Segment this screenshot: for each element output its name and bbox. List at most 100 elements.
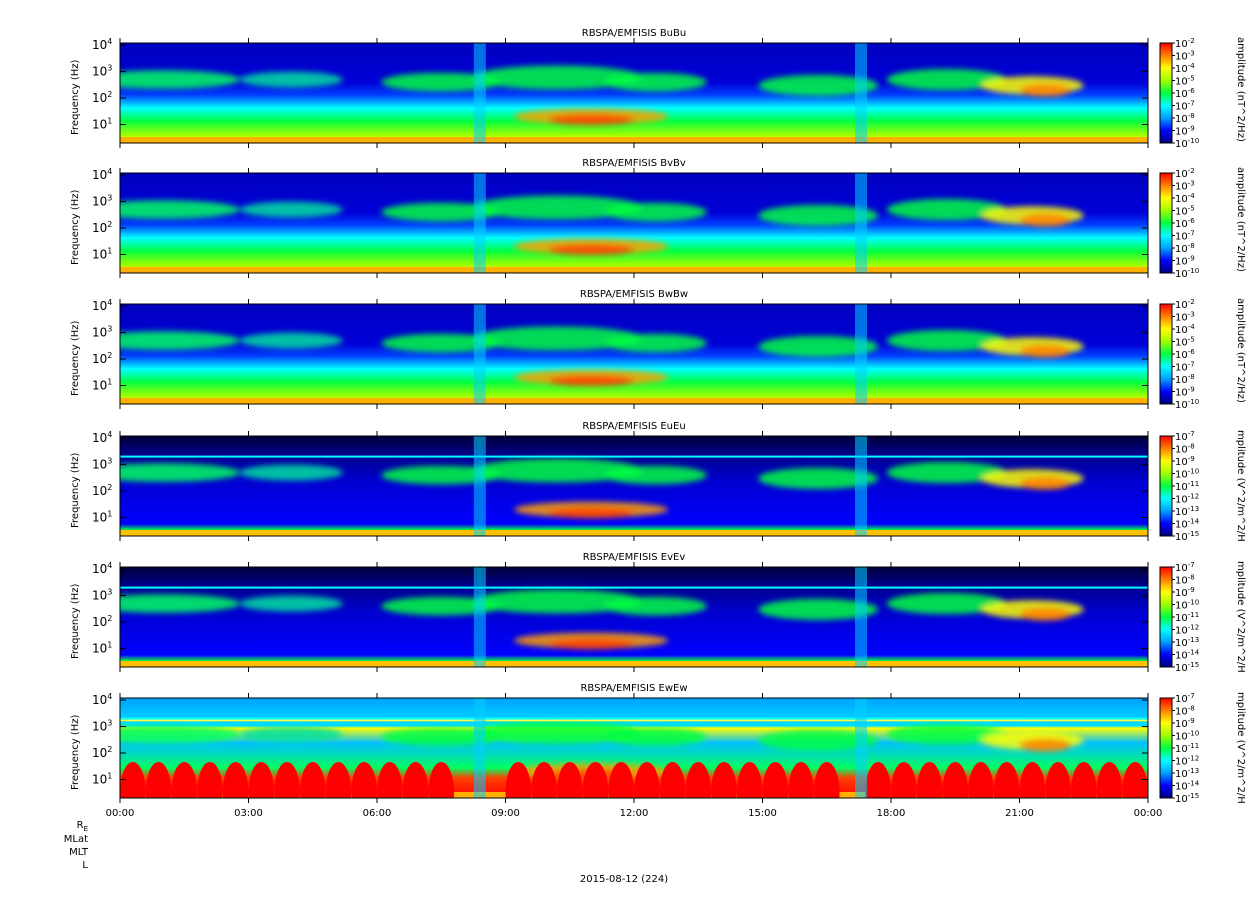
x-tick-label: 00:00 <box>1133 808 1163 819</box>
panel-title-2: RBSPA/EMFISIS BvBv <box>582 158 686 169</box>
emission-blob <box>120 463 240 482</box>
y-tick-label: 101 <box>92 377 112 392</box>
emission-blob <box>471 65 643 90</box>
colorbar-tick-label: 10-3 <box>1175 50 1195 63</box>
spectrogram-panel-4 <box>120 436 1148 536</box>
emission-blob <box>886 68 1007 91</box>
ew-lobe <box>659 762 686 798</box>
colorbar-tick-label: 10-7 <box>1175 100 1195 113</box>
x-tick-label: 06:00 <box>362 808 392 819</box>
ew-lobe <box>171 762 198 798</box>
colorbar-tick-label: 10-3 <box>1175 180 1195 193</box>
x-tick-label: 21:00 <box>1005 808 1034 819</box>
spectrogram-background <box>120 173 1148 273</box>
emission-blob <box>1019 738 1071 752</box>
ew-lobe <box>556 762 583 798</box>
colorbar-label-3: amplitude (nT^2/Hz) <box>1235 298 1246 403</box>
emission-blob <box>604 333 707 353</box>
low-frequency-band <box>120 661 1148 667</box>
emission-blob <box>604 596 707 616</box>
ew-lobe <box>711 762 737 798</box>
spectrogram-panel-2 <box>120 173 1148 273</box>
ew-lobe <box>1019 762 1046 798</box>
colorbar-tick-label: 10-8 <box>1175 705 1195 718</box>
y-tick-label: 101 <box>92 640 112 655</box>
y-tick-label: 102 <box>92 90 112 105</box>
y-axis-label-6: Frequency (Hz) <box>70 714 81 790</box>
emission-blob <box>239 201 343 218</box>
emission-blob <box>886 723 1007 746</box>
colorbar-tick-label: 10-14 <box>1175 780 1200 793</box>
y-tick-label: 102 <box>92 483 112 498</box>
spectrogram-background <box>120 436 1148 536</box>
y-tick-label: 102 <box>92 614 112 629</box>
emission-blob <box>120 594 240 613</box>
emission-blob <box>548 375 635 387</box>
y-tick-label: 103 <box>92 719 112 734</box>
ew-lobe <box>762 762 789 798</box>
emission-blob <box>239 726 343 743</box>
ew-line <box>120 718 1148 722</box>
emission-blob <box>1019 476 1071 490</box>
ew-lobe <box>788 762 814 798</box>
ew-lobe <box>428 762 455 798</box>
perigee-stripe <box>855 173 868 273</box>
x-tick-label: 12:00 <box>619 808 649 819</box>
emission-blob <box>471 458 643 483</box>
y-tick-label: 104 <box>92 167 112 182</box>
low-frequency-band <box>120 792 1148 798</box>
spectrogram-panel-5 <box>120 567 1148 667</box>
colorbar-tick-label: 10-12 <box>1175 755 1199 768</box>
ew-lobe <box>1096 762 1123 798</box>
colorbar-tick-label: 10-6 <box>1175 87 1195 100</box>
y-tick-label: 102 <box>92 351 112 366</box>
emission-blob <box>381 72 502 92</box>
colorbar-label-4: mplitude (V^2/m^2/H <box>1235 430 1246 542</box>
y-axis-label-2: Frequency (Hz) <box>70 189 81 265</box>
colorbar-tick-label: 10-15 <box>1175 792 1199 805</box>
colorbar-tick-label: 10-7 <box>1175 230 1195 243</box>
colorbar-tick-label: 10-7 <box>1175 692 1195 705</box>
ew-lobe <box>1070 762 1097 798</box>
spectrogram-background <box>120 567 1148 667</box>
ew-lobe <box>916 762 943 798</box>
colorbar-label-5: mplitude (V^2/m^2/H <box>1235 561 1246 673</box>
spectrogram-panel-6 <box>120 698 1148 798</box>
colorbar-tick-label: 10-9 <box>1175 586 1195 599</box>
emission-blob <box>604 202 707 222</box>
colorbar-tick-label: 10-10 <box>1175 730 1199 743</box>
colorbar-tick-label: 10-3 <box>1175 311 1195 324</box>
y-tick-label: 103 <box>92 588 112 603</box>
low-frequency-band <box>120 137 1148 143</box>
emission-blob <box>120 70 240 89</box>
x-tick-label: 15:00 <box>748 808 777 819</box>
y-tick-label: 103 <box>92 457 112 472</box>
emission-blob <box>381 727 502 747</box>
colorbar-tick-label: 10-12 <box>1175 624 1199 637</box>
colorbar-tick-label: 10-2 <box>1175 37 1195 50</box>
colorbar-tick-label: 10-9 <box>1175 125 1195 138</box>
emission-blob <box>548 507 635 519</box>
emission-blob <box>239 332 343 349</box>
y-tick-label: 104 <box>92 692 112 707</box>
y-axis-label-3: Frequency (Hz) <box>70 320 81 396</box>
y-tick-label: 102 <box>92 220 112 235</box>
colorbar-tick-label: 10-5 <box>1175 336 1195 349</box>
colorbar-tick-label: 10-6 <box>1175 217 1195 230</box>
colorbar-tick-label: 10-9 <box>1175 717 1195 730</box>
y-axis-label-1: Frequency (Hz) <box>70 59 81 135</box>
emission-blob <box>758 74 879 96</box>
colorbar-tick-label: 10-4 <box>1175 323 1195 336</box>
y-axis-label-4: Frequency (Hz) <box>70 452 81 528</box>
colorbar-tick-label: 10-7 <box>1175 361 1195 374</box>
perigee-stripe <box>855 43 868 143</box>
colorbar-label-6: mplitude (V^2/m^2/H <box>1235 692 1246 804</box>
colorbar-tick-label: 10-15 <box>1175 661 1199 674</box>
perigee-stripe <box>473 436 486 536</box>
panel-title-4: RBSPA/EMFISIS EuEu <box>582 421 686 432</box>
y-tick-label: 104 <box>92 430 112 445</box>
x-tick-label: 18:00 <box>876 808 906 819</box>
colorbar-tick-label: 10-12 <box>1175 493 1199 506</box>
colorbar-tick-label: 10-4 <box>1175 192 1195 205</box>
emission-blob <box>471 326 643 351</box>
